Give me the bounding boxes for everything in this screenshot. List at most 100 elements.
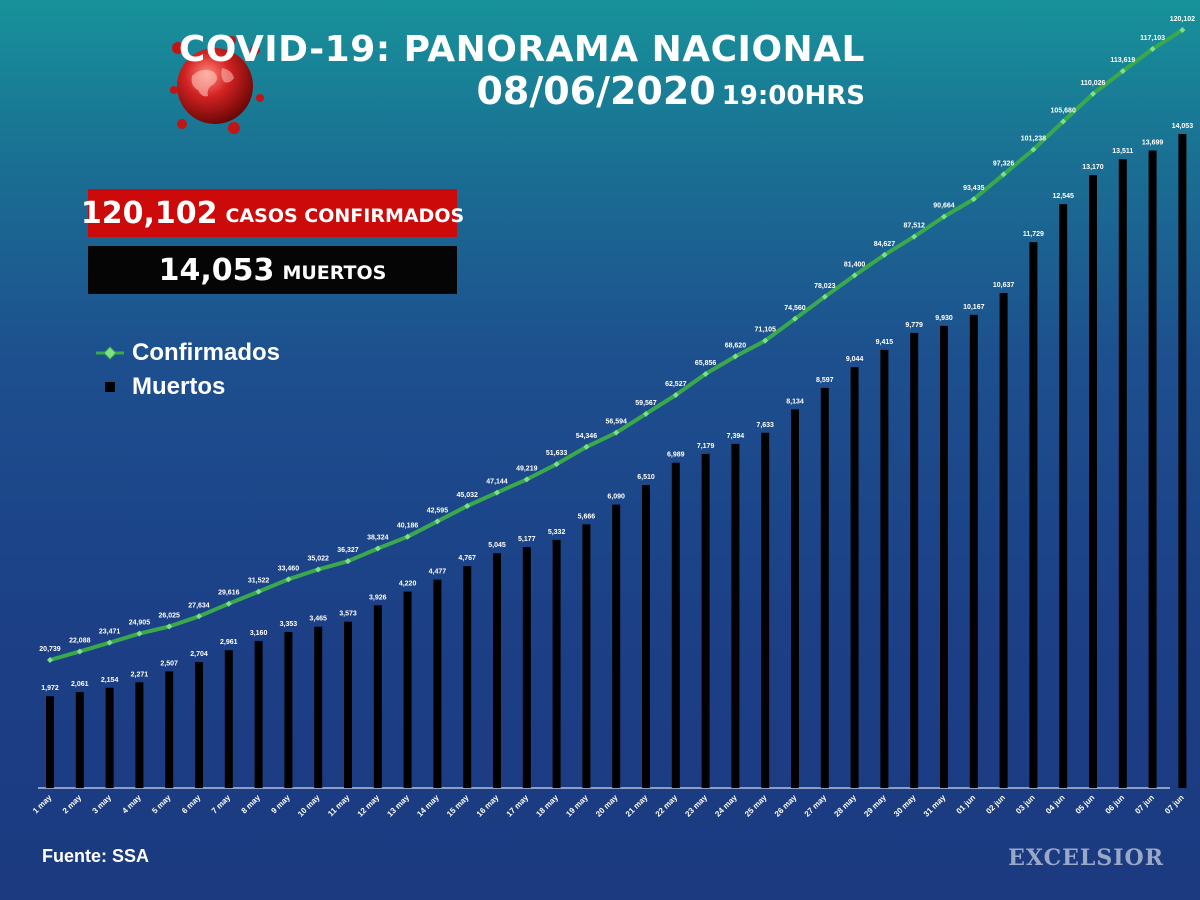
deaths-bar xyxy=(820,387,829,788)
deaths-bar xyxy=(254,640,263,788)
confirmed-data-label: 68,620 xyxy=(725,342,747,349)
deaths-data-label: 4,767 xyxy=(458,555,476,562)
deaths-bar xyxy=(969,314,978,788)
square-marker-icon xyxy=(96,380,124,394)
chart-title: COVID-19: PANORAMA NACIONAL 08/06/2020 19… xyxy=(179,30,865,120)
deaths-data-label: 8,597 xyxy=(816,377,834,384)
confirmed-marker xyxy=(1119,68,1126,75)
deaths-bar xyxy=(522,547,531,788)
confirmed-marker xyxy=(1030,146,1037,153)
deaths-bar xyxy=(850,367,859,788)
confirmed-data-label: 84,627 xyxy=(874,241,896,248)
confirmed-marker xyxy=(404,533,411,540)
source-note: Fuente: SSA xyxy=(42,846,150,866)
deaths-bar xyxy=(344,621,352,788)
deaths-data-label: 5,045 xyxy=(488,542,506,549)
deaths-data-label: 4,220 xyxy=(399,581,417,588)
deaths-data-label: 13,511 xyxy=(1112,148,1133,155)
x-tick-label: 26 may xyxy=(773,793,799,819)
deaths-bar xyxy=(373,605,382,788)
x-tick-label: 24 may xyxy=(713,793,739,819)
deaths-data-label: 5,666 xyxy=(578,513,596,520)
deaths-data-label: 9,930 xyxy=(935,315,953,322)
confirmed-data-label: 117,103 xyxy=(1140,35,1165,42)
confirmed-data-label: 59,567 xyxy=(635,400,657,407)
x-tick-label: 11 may xyxy=(326,793,352,819)
deaths-bar xyxy=(135,682,144,788)
deaths-data-label: 13,170 xyxy=(1082,164,1104,171)
deaths-bar xyxy=(612,504,621,788)
confirmed-marker xyxy=(762,337,769,344)
confirmed-marker xyxy=(166,623,173,630)
confirmed-data-label: 36,327 xyxy=(337,547,359,554)
x-tick-label: 18 may xyxy=(534,793,560,819)
confirmed-data-label: 27,634 xyxy=(188,602,210,609)
confirmed-marker xyxy=(196,613,202,620)
confirmed-data-labels: 20,739 22,088 23,471 24,905 26,025 27,634 29,6… xyxy=(39,16,1195,653)
x-tick-label: 19 may xyxy=(564,793,590,819)
confirmed-marker xyxy=(1179,27,1186,33)
x-tick-label: 27 may xyxy=(803,793,829,819)
confirmed-marker xyxy=(285,576,292,583)
legend-label-deaths: Muertos xyxy=(132,373,226,400)
confirmed-marker xyxy=(1149,46,1156,53)
confirmed-data-label: 81,400 xyxy=(844,261,866,268)
confirmed-data-label: 71,105 xyxy=(754,327,776,334)
confirmed-marker xyxy=(970,196,977,203)
confirmed-marker xyxy=(345,558,351,565)
confirmed-data-label: 97,326 xyxy=(993,160,1015,167)
confirmed-total-label: CASOS CONFIRMADOS xyxy=(225,204,465,227)
deaths-data-label: 11,729 xyxy=(1023,231,1044,238)
deaths-bar xyxy=(224,650,233,788)
x-tick-label: 07 jun xyxy=(1163,793,1186,816)
brand-logo: EXCELSIOR xyxy=(1008,845,1164,871)
confirmed-total-value: 120,102 xyxy=(80,195,218,231)
deaths-bar xyxy=(552,539,561,788)
deaths-bar xyxy=(195,662,203,788)
deaths-data-label: 14,053 xyxy=(1172,123,1194,130)
confirmed-marker xyxy=(553,461,560,468)
x-tick-label: 13 may xyxy=(385,793,411,819)
title-date: 08/06/2020 xyxy=(476,69,716,113)
confirmed-marker xyxy=(76,648,83,655)
deaths-bar xyxy=(75,692,84,788)
x-tick-label: 12 may xyxy=(356,793,382,819)
confirmed-data-label: 54,346 xyxy=(576,433,598,440)
deaths-data-label: 5,332 xyxy=(548,529,566,536)
deaths-bar xyxy=(642,485,650,788)
confirmed-data-label: 120,102 xyxy=(1170,16,1195,23)
deaths-data-label: 10,167 xyxy=(963,304,985,311)
deaths-bar xyxy=(493,553,501,788)
deaths-data-label: 2,961 xyxy=(220,639,238,646)
confirmed-data-label: 47,144 xyxy=(486,479,508,486)
confirmed-data-label: 105,680 xyxy=(1051,107,1076,114)
confirmed-marker xyxy=(792,315,798,322)
x-tick-label: 23 may xyxy=(683,793,709,819)
x-tick-label: 3 may xyxy=(91,793,114,816)
deaths-bars xyxy=(46,134,1187,789)
deaths-data-label: 8,134 xyxy=(786,398,804,405)
deaths-bar xyxy=(433,579,442,788)
confirmed-data-label: 56,594 xyxy=(605,419,627,426)
deaths-data-label: 6,989 xyxy=(667,452,685,459)
deaths-bar xyxy=(999,292,1008,788)
confirmed-data-label: 24,905 xyxy=(129,620,151,627)
x-tick-label: 6 may xyxy=(180,793,203,816)
x-tick-label: 06 jun xyxy=(1103,793,1126,816)
confirmed-marker xyxy=(225,600,232,607)
confirmed-data-label: 87,512 xyxy=(903,223,925,230)
deaths-bar xyxy=(910,332,919,788)
confirmed-data-label: 31,522 xyxy=(248,578,270,585)
confirmed-data-label: 65,856 xyxy=(695,360,717,367)
deaths-bar xyxy=(1089,175,1097,789)
confirmed-data-label: 113,619 xyxy=(1110,57,1135,64)
x-tick-label: 25 may xyxy=(743,793,769,819)
confirmed-data-label: 45,032 xyxy=(456,492,478,499)
confirmed-data-label: 40,186 xyxy=(397,523,419,530)
deaths-data-label: 3,926 xyxy=(369,594,387,601)
confirmed-marker xyxy=(464,502,471,509)
deaths-bar xyxy=(1118,159,1127,789)
x-tick-label: 29 may xyxy=(862,793,888,819)
deaths-bar xyxy=(791,409,799,788)
deaths-bar xyxy=(1178,134,1187,788)
